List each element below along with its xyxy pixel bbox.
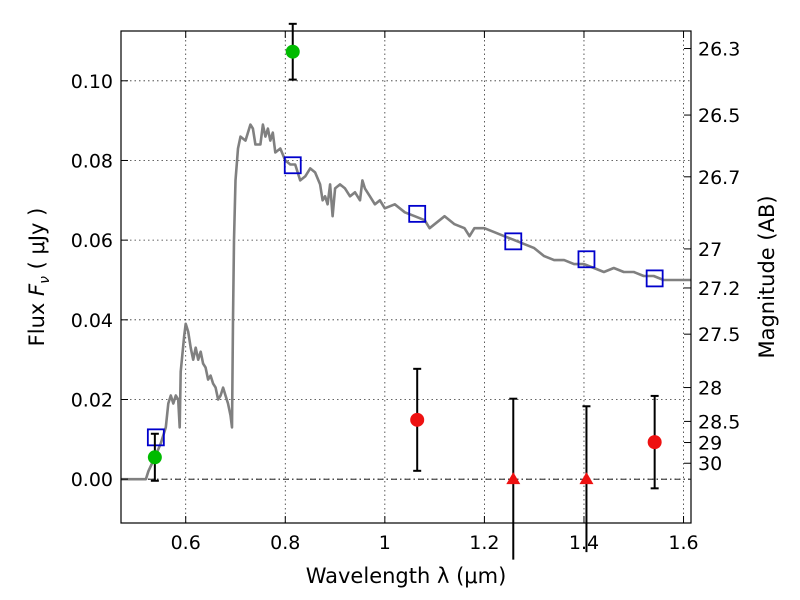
ticks: 0.6 0.8 1 1.2 1.4 1.6 0.00 0.02 0.04 0.06 0.08 0.10…: [71, 31, 740, 554]
y2-tick-label: 26.3: [698, 39, 740, 61]
y-tick-label: 0.06: [71, 230, 113, 252]
model-photometry-square: [645, 269, 664, 288]
y-tick-label: 0.10: [71, 71, 113, 93]
observed-flux-point: [410, 412, 425, 427]
y-tick-label: 0.04: [71, 310, 113, 332]
y2-tick-label: 26.7: [698, 167, 740, 189]
model-photometry-square: [283, 156, 302, 175]
y2-tick-label: 27: [698, 239, 722, 261]
x-tick-label: 1.6: [668, 532, 698, 554]
y-tick-label: 0.02: [71, 390, 113, 412]
y2-tick-label: 30: [698, 453, 722, 475]
y2-axis-label: Magnitude (AB): [755, 195, 779, 358]
y2-tick-label: 27.5: [698, 324, 740, 346]
x-axis-label: Wavelength λ (μm): [306, 564, 507, 588]
x-tick-label: 1.2: [469, 532, 499, 554]
x-tick-label: 0.8: [270, 532, 300, 554]
series-layer: [121, 22, 691, 560]
plot-frame: [120, 30, 692, 524]
x-tick-label: 0.6: [171, 532, 201, 554]
plot-area: [121, 31, 691, 523]
observed-flux-point: [147, 450, 162, 465]
upper-limit-triangle: [506, 472, 521, 485]
x-tick-label: 1.4: [569, 532, 599, 554]
upper-limit-triangle: [579, 472, 594, 485]
x-tick-label: 1: [379, 532, 391, 554]
model-photometry-square: [408, 204, 427, 223]
y2-tick-label: 28: [698, 378, 722, 400]
model-photometry-square: [577, 250, 596, 269]
y-axis-label: Flux Fν ( μJy ): [25, 208, 53, 347]
y-tick-label: 0.00: [71, 469, 113, 491]
y2-tick-label: 29: [698, 433, 722, 455]
y2-tick-label: 27.2: [698, 278, 740, 300]
model-spectrum-line: [121, 123, 691, 481]
observed-flux-point: [647, 435, 662, 450]
y-tick-label: 0.08: [71, 150, 113, 172]
y2-tick-label: 26.5: [698, 105, 740, 127]
model-photometry-square: [504, 232, 523, 251]
observed-flux-point: [285, 44, 300, 59]
y2-tick-label: 28.5: [698, 411, 740, 433]
